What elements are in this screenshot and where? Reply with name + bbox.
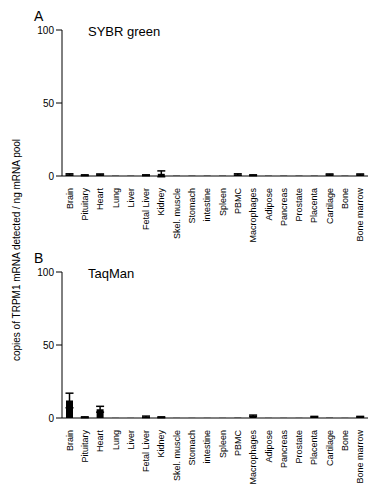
svg-text:Skel. muscle: Skel. muscle bbox=[172, 430, 182, 481]
svg-text:100: 100 bbox=[37, 267, 54, 278]
svg-text:Skel. muscle: Skel. muscle bbox=[172, 188, 182, 239]
svg-text:Heart: Heart bbox=[95, 430, 105, 453]
svg-text:Placenta: Placenta bbox=[309, 188, 319, 223]
svg-text:Prostate: Prostate bbox=[294, 430, 304, 464]
svg-text:Kidney: Kidney bbox=[156, 188, 166, 216]
svg-text:Pituitary: Pituitary bbox=[80, 430, 90, 463]
svg-text:Lung: Lung bbox=[111, 430, 121, 450]
html-text:B: B bbox=[34, 250, 44, 266]
html-text:SYBR green: SYBR green bbox=[88, 24, 161, 39]
svg-text:Pancreas: Pancreas bbox=[279, 430, 289, 469]
svg-text:Liver: Liver bbox=[126, 188, 136, 208]
svg-text:intestine: intestine bbox=[202, 430, 212, 464]
svg-text:Fetal Liver: Fetal Liver bbox=[141, 430, 151, 472]
svg-text:Fetal Liver: Fetal Liver bbox=[141, 188, 151, 230]
svg-text:Macrophages: Macrophages bbox=[248, 430, 258, 485]
html-text:A: A bbox=[34, 8, 44, 24]
svg-text:Cartilage: Cartilage bbox=[325, 188, 335, 224]
svg-text:Pancreas: Pancreas bbox=[279, 188, 289, 227]
svg-text:Bone marrow: Bone marrow bbox=[355, 430, 365, 484]
svg-text:Macrophages: Macrophages bbox=[248, 188, 258, 243]
svg-text:Adipose: Adipose bbox=[264, 430, 274, 463]
svg-text:50: 50 bbox=[43, 340, 55, 351]
svg-text:Brain: Brain bbox=[65, 188, 75, 209]
svg-text:PBMC: PBMC bbox=[233, 188, 243, 215]
svg-text:Prostate: Prostate bbox=[294, 188, 304, 222]
svg-text:Liver: Liver bbox=[126, 430, 136, 450]
svg-text:Bone marrow: Bone marrow bbox=[355, 188, 365, 242]
svg-text:Stomach: Stomach bbox=[187, 430, 197, 466]
svg-text:Spleen: Spleen bbox=[218, 430, 228, 458]
svg-text:Bone: Bone bbox=[340, 188, 350, 209]
svg-text:Stomach: Stomach bbox=[187, 188, 197, 224]
svg-text:Cartilage: Cartilage bbox=[325, 430, 335, 466]
svg-text:Placenta: Placenta bbox=[309, 430, 319, 465]
html-text:TaqMan: TaqMan bbox=[88, 266, 135, 281]
svg-text:Heart: Heart bbox=[95, 188, 105, 211]
svg-text:Spleen: Spleen bbox=[218, 188, 228, 216]
svg-text:Pituitary: Pituitary bbox=[80, 188, 90, 221]
svg-text:0: 0 bbox=[48, 171, 54, 182]
svg-text:Lung: Lung bbox=[111, 188, 121, 208]
svg-text:Bone: Bone bbox=[340, 430, 350, 451]
svg-text:100: 100 bbox=[37, 25, 54, 36]
html-text:copies of TRPM1 mRNA detected: copies of TRPM1 mRNA detected / ng mRNA … bbox=[10, 138, 22, 362]
svg-text:Brain: Brain bbox=[65, 430, 75, 451]
svg-text:PBMC: PBMC bbox=[233, 430, 243, 457]
svg-text:50: 50 bbox=[43, 98, 55, 109]
svg-text:Kidney: Kidney bbox=[156, 430, 166, 458]
svg-text:0: 0 bbox=[48, 413, 54, 424]
svg-text:intestine: intestine bbox=[202, 188, 212, 222]
svg-text:Adipose: Adipose bbox=[264, 188, 274, 221]
